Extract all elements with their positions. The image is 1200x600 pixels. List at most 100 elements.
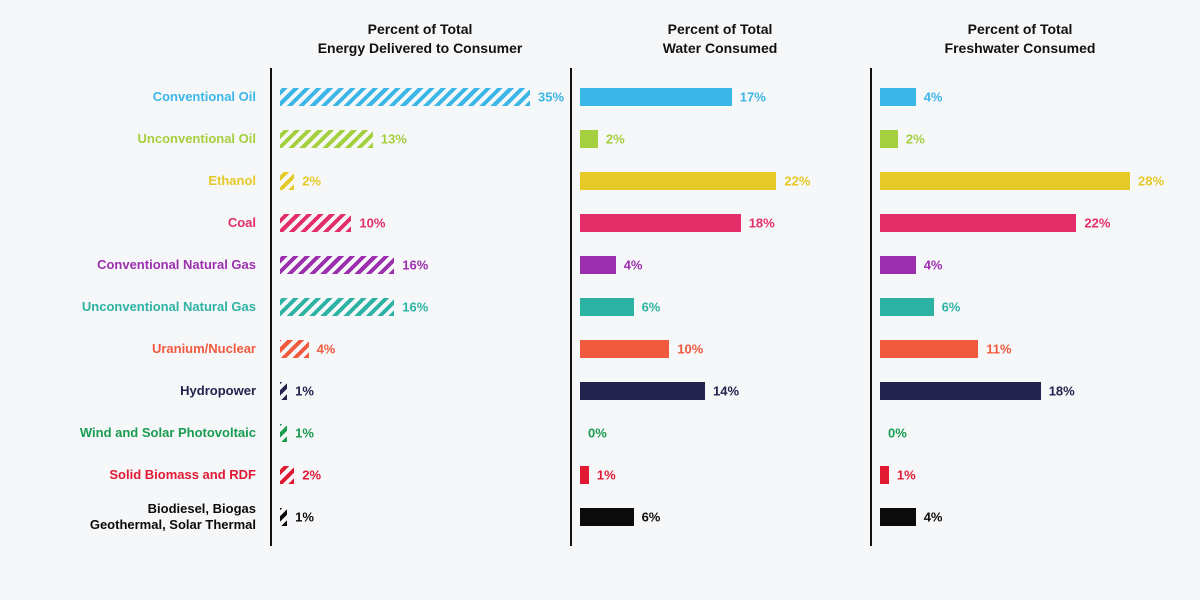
chart-row: Unconventional Oil 13% 2%2%	[30, 118, 1170, 160]
bar-track: 2%	[280, 172, 530, 190]
panel-cell-water: 6%	[570, 496, 870, 538]
bar-energy	[280, 172, 294, 190]
bar-track: 18%	[580, 214, 830, 232]
value-label: 10%	[359, 215, 385, 230]
bar-fresh	[880, 298, 934, 316]
value-label: 4%	[624, 257, 643, 272]
value-label: 28%	[1138, 173, 1164, 188]
chart-row: Wind and Solar Photovoltaic1%0%0%	[30, 412, 1170, 454]
category-label: Ethanol	[30, 173, 270, 189]
label-column-spacer	[30, 20, 270, 58]
bar-track: 1%	[580, 466, 830, 484]
value-label: 1%	[295, 509, 314, 524]
bar-water	[580, 508, 634, 526]
energy-water-chart: Percent of Total Energy Delivered to Con…	[0, 0, 1200, 600]
bar-water	[580, 172, 776, 190]
bar-energy	[280, 508, 287, 526]
bar-energy	[280, 424, 287, 442]
panel-cell-fresh: 4%	[870, 244, 1170, 286]
bar-track: 1%	[280, 424, 530, 442]
panel-cell-fresh: 6%	[870, 286, 1170, 328]
chart-row: Uranium/Nuclear4%10%11%	[30, 328, 1170, 370]
bar-energy	[280, 466, 294, 484]
value-label: 6%	[642, 509, 661, 524]
bar-energy	[280, 130, 373, 148]
bar-water	[580, 256, 616, 274]
bar-track: 13%	[280, 130, 530, 148]
bar-energy	[280, 382, 287, 400]
bar-track: 4%	[880, 508, 1130, 526]
panel-cell-energy: 1%	[270, 496, 570, 538]
panel-cell-water: 14%	[570, 370, 870, 412]
chart-rows: Conventional Oil 35% 17% 4% Unconventional O…	[30, 76, 1170, 538]
chart-row: Conventional Oil 35% 17% 4%	[30, 76, 1170, 118]
chart-row: Hydropower 1% 14% 18%	[30, 370, 1170, 412]
value-label: 35%	[538, 89, 564, 104]
bar-track: 16%	[280, 256, 530, 274]
bar-track: 10%	[280, 214, 530, 232]
panel-cell-energy: 13%	[270, 118, 570, 160]
bar-track: 4%	[580, 256, 830, 274]
panel-cell-water: 17%	[570, 76, 870, 118]
value-label: 0%	[588, 425, 607, 440]
value-label: 11%	[986, 341, 1011, 356]
bar-fresh	[880, 130, 898, 148]
bar-energy	[280, 214, 351, 232]
axis-line	[270, 488, 272, 546]
value-label: 1%	[897, 467, 916, 482]
bar-track: 28%	[880, 172, 1130, 190]
value-label: 17%	[740, 89, 766, 104]
category-label: Hydropower	[30, 383, 270, 399]
bar-track: 1%	[280, 508, 530, 526]
panel-cell-fresh: 28%	[870, 160, 1170, 202]
bar-track: 1%	[880, 466, 1130, 484]
bar-energy	[280, 340, 309, 358]
value-label: 18%	[1049, 383, 1075, 398]
panel-cell-energy: 35%	[270, 76, 570, 118]
bar-track: 18%	[880, 382, 1130, 400]
panel-cell-fresh: 22%	[870, 202, 1170, 244]
panel-cell-fresh: 11%	[870, 328, 1170, 370]
panel-cell-fresh: 2%	[870, 118, 1170, 160]
value-label: 2%	[302, 467, 321, 482]
value-label: 4%	[924, 89, 943, 104]
bar-fresh	[880, 172, 1130, 190]
bar-energy	[280, 88, 530, 106]
value-label: 0%	[888, 425, 907, 440]
panel-cell-energy: 10%	[270, 202, 570, 244]
value-label: 1%	[597, 467, 616, 482]
bar-water	[580, 382, 705, 400]
panel-cell-water: 6%	[570, 286, 870, 328]
bar-fresh	[880, 508, 916, 526]
panel-header-fresh: Percent of Total Freshwater Consumed	[870, 20, 1170, 58]
panel-header-energy: Percent of Total Energy Delivered to Con…	[270, 20, 570, 58]
category-label: Unconventional Oil	[30, 131, 270, 147]
bar-fresh	[880, 214, 1076, 232]
value-label: 1%	[295, 383, 314, 398]
bar-track: 10%	[580, 340, 830, 358]
bar-track: 14%	[580, 382, 830, 400]
bar-track: 2%	[280, 466, 530, 484]
category-label: Biodiesel, Biogas Geothermal, Solar Ther…	[30, 501, 270, 532]
value-label: 2%	[302, 173, 321, 188]
bar-track: 6%	[880, 298, 1130, 316]
panel-cell-energy: 16%	[270, 244, 570, 286]
value-label: 16%	[402, 257, 428, 272]
bar-track: 0%	[580, 424, 830, 442]
bar-water	[580, 130, 598, 148]
panel-cell-water: 10%	[570, 328, 870, 370]
bar-track: 6%	[580, 298, 830, 316]
bar-fresh	[880, 256, 916, 274]
panel-cell-energy: 16%	[270, 286, 570, 328]
value-label: 6%	[642, 299, 661, 314]
panel-cell-water: 4%	[570, 244, 870, 286]
category-label: Conventional Oil	[30, 89, 270, 105]
panel-cell-water: 2%	[570, 118, 870, 160]
axis-line	[570, 488, 572, 546]
category-label: Coal	[30, 215, 270, 231]
bar-track: 22%	[580, 172, 830, 190]
panel-headers: Percent of Total Energy Delivered to Con…	[30, 20, 1170, 58]
panel-cell-water: 18%	[570, 202, 870, 244]
bar-track: 4%	[880, 256, 1130, 274]
value-label: 10%	[677, 341, 703, 356]
